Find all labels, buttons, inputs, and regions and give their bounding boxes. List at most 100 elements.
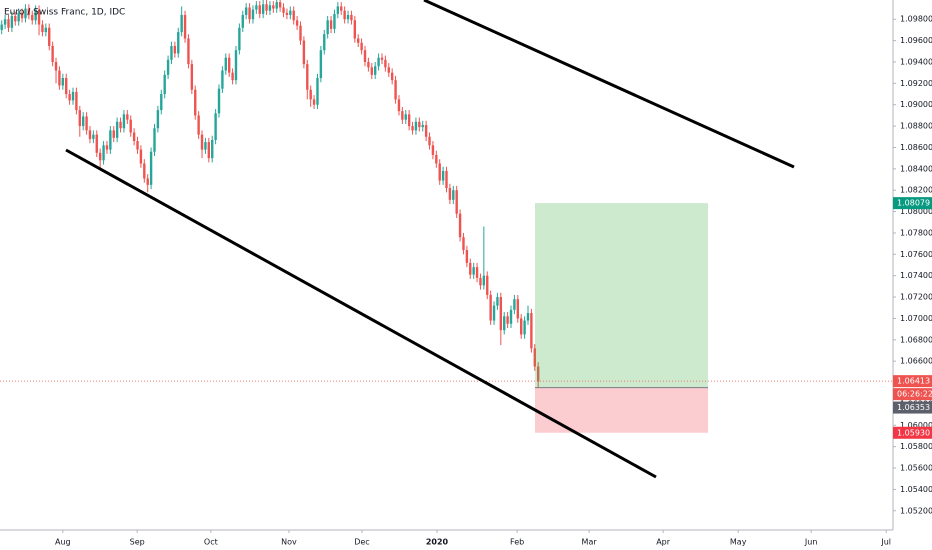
candle-body <box>278 2 282 8</box>
candle-body <box>78 110 81 127</box>
candle-body <box>112 130 115 138</box>
candle-body <box>54 61 58 71</box>
candle-body <box>516 299 520 319</box>
y-tick-label: 1.07200 <box>900 293 932 302</box>
candle-body <box>289 10 292 15</box>
x-tick-label: Mar <box>582 538 598 547</box>
candle-body <box>499 297 503 331</box>
candle-body <box>340 6 343 11</box>
x-tick-label: Oct <box>204 538 218 547</box>
candle-body <box>455 190 458 214</box>
candle-body <box>265 4 268 11</box>
candle-body <box>180 14 183 33</box>
candle-body <box>397 99 401 112</box>
candle-body <box>244 7 248 15</box>
candle-body <box>143 163 146 179</box>
candle-body <box>326 20 329 35</box>
y-tick-label: 1.09800 <box>900 15 932 24</box>
candle-body <box>268 5 272 11</box>
candle-body <box>204 142 207 150</box>
candle-body <box>275 2 278 9</box>
y-tick-label: 1.09200 <box>900 79 932 88</box>
candle-body <box>506 316 509 324</box>
candle-body <box>255 5 258 10</box>
candle-body <box>115 121 119 138</box>
candle-body <box>302 40 306 65</box>
candle-body <box>394 80 397 100</box>
candle-body <box>197 115 200 135</box>
candle-body <box>98 152 102 161</box>
price-tags: 1.08079 1.06413 06:26:22 1.06353 1.05930 <box>893 197 932 439</box>
y-tick-label: 1.08600 <box>900 143 932 152</box>
y-tick-label: 1.08800 <box>900 122 932 131</box>
countdown-tag: 06:26:22 <box>897 390 932 399</box>
candle-body <box>523 320 526 335</box>
candle-body <box>241 14 244 28</box>
candle-body <box>238 27 241 51</box>
candle-body <box>136 141 139 150</box>
candle-body <box>58 70 61 86</box>
y-tick-label: 1.05800 <box>900 442 932 451</box>
candle-body <box>418 121 421 128</box>
candle-body <box>509 309 513 324</box>
x-tick-label: Dec <box>354 538 369 547</box>
entry-price-tag-bg <box>893 401 932 414</box>
y-tick-label: 1.08200 <box>900 186 932 195</box>
candle-body <box>343 10 346 20</box>
candle-body <box>530 313 533 349</box>
candle-body <box>129 119 132 133</box>
drawings <box>65 0 795 479</box>
candle-body <box>390 72 394 81</box>
stop-price-tag: 1.05930 <box>897 428 930 437</box>
last-price-tag-bg <box>893 375 932 388</box>
candle-body <box>149 151 153 185</box>
candle-body <box>248 7 251 20</box>
candle-body <box>187 38 190 65</box>
candle-body <box>448 188 452 200</box>
y-tick-label: 1.05600 <box>900 464 932 473</box>
candle-body <box>316 78 319 105</box>
candle-body <box>27 8 31 15</box>
y-tick-label: 1.06600 <box>900 357 932 366</box>
candle-body <box>173 45 177 54</box>
candle-body <box>421 125 424 128</box>
x-tick-label: Nov <box>281 538 297 547</box>
y-tick-label: 1.07400 <box>900 271 932 280</box>
countdown-tag-bg <box>893 388 932 401</box>
candle-body <box>85 116 88 131</box>
candle-body <box>492 305 496 321</box>
candle-body <box>37 9 41 25</box>
candle-body <box>380 57 384 60</box>
y-tick-label: 1.09000 <box>900 100 932 109</box>
candle-body <box>472 267 475 275</box>
target-price-tag: 1.08079 <box>897 199 930 208</box>
candle-body <box>109 130 112 150</box>
y-tick-label: 1.07800 <box>900 228 932 237</box>
y-tick-label: 1.06800 <box>900 335 932 344</box>
entry-price-tag: 1.06353 <box>897 403 930 412</box>
candle-body <box>217 88 221 114</box>
candle-body <box>132 132 136 142</box>
candle-body <box>465 250 469 263</box>
candle-body <box>384 59 387 68</box>
candle-body <box>482 275 486 286</box>
candle-body <box>292 10 295 21</box>
y-tick-label: 1.06000 <box>900 421 932 430</box>
candle-body <box>139 149 143 164</box>
candle-body <box>404 114 407 120</box>
y-tick-label: 1.05400 <box>900 485 932 494</box>
candle-body <box>166 59 170 75</box>
candle-body <box>329 20 333 29</box>
candle-body <box>445 170 448 189</box>
y-tick-label: 1.09600 <box>900 36 932 45</box>
candle-body <box>231 72 234 81</box>
stop-price-tag-bg <box>893 426 932 439</box>
candle-body <box>102 145 105 161</box>
x-tick-label: Jun <box>804 538 818 547</box>
candle-body <box>75 91 78 111</box>
x-tick-label: Sep <box>130 538 145 547</box>
candle-body <box>146 178 149 185</box>
candle-body <box>3 19 7 25</box>
candle-body <box>295 20 299 26</box>
candle-body <box>207 142 211 159</box>
